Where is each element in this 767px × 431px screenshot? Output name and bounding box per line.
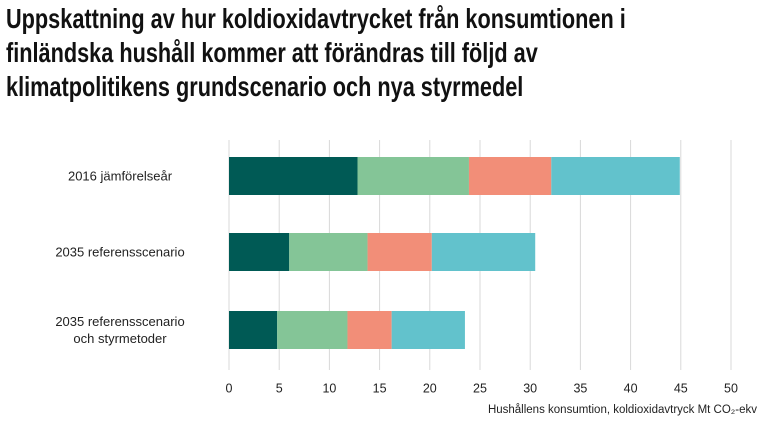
x-tick-label: 0 xyxy=(226,381,233,395)
bar-segment xyxy=(277,311,348,349)
x-tick-label: 5 xyxy=(276,381,283,395)
x-tick-label: 25 xyxy=(473,381,487,395)
bar-segment xyxy=(468,157,552,195)
x-tick-label: 45 xyxy=(674,381,688,395)
x-tick-label: 10 xyxy=(322,381,336,395)
bar-segment xyxy=(391,311,465,349)
bar-segment xyxy=(289,233,368,271)
bar-segment xyxy=(229,311,278,349)
bar-segment xyxy=(431,233,536,271)
x-axis-label: Hushållens konsumtion, koldioxidavtryck … xyxy=(488,404,757,416)
x-tick-label: 50 xyxy=(724,381,738,395)
x-tick-label: 20 xyxy=(423,381,437,395)
chart-title: Uppskattning av hur koldioxidavtrycket f… xyxy=(6,3,626,102)
bar-segment xyxy=(357,157,469,195)
x-tick-label: 15 xyxy=(373,381,387,395)
bar-segment xyxy=(229,233,290,271)
bar-segment xyxy=(551,157,680,195)
bar-segment xyxy=(347,311,392,349)
x-tick-label: 30 xyxy=(523,381,537,395)
y-tick-label: 2035 referensscenario xyxy=(55,244,185,260)
y-tick-label: 2016 jämförelseår xyxy=(67,168,173,184)
y-tick-label: 2035 referensscenario och styrmetoder xyxy=(55,314,185,346)
bar-segment xyxy=(367,233,432,271)
x-tick-label: 40 xyxy=(624,381,638,395)
x-tick-label: 35 xyxy=(573,381,587,395)
bar-segment xyxy=(229,157,358,195)
